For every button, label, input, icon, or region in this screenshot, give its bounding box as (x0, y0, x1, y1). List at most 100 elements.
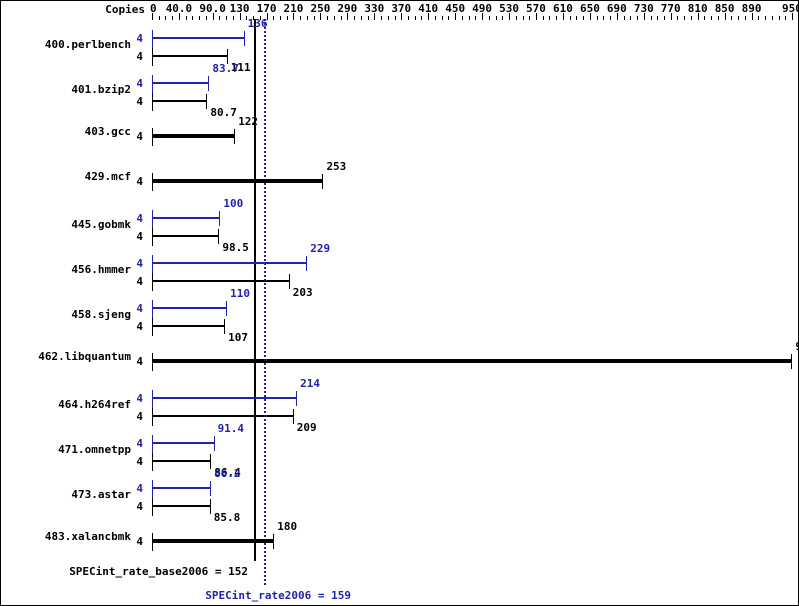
benchmark-row: 464.h264ref 4 214 4 209 (1, 377, 798, 434)
axis-major-tick (697, 13, 699, 20)
copies-value-peak: 4 (136, 302, 143, 315)
copies-value-base: 4 (136, 355, 143, 368)
copies-value-peak: 4 (136, 212, 143, 225)
axis-tick-label: 370 (391, 2, 412, 15)
bar-peak: 136 (152, 17, 798, 70)
bar-origin-cap (152, 300, 153, 318)
axis-major-tick (482, 13, 484, 20)
copies-value-base: 4 (136, 410, 143, 423)
axis-minor-tick (421, 16, 423, 20)
axis-minor-tick (738, 16, 740, 20)
axis-minor-tick (367, 16, 369, 20)
axis-minor-tick (529, 16, 531, 20)
bar-origin-cap (152, 228, 153, 246)
bar-base: 253 (152, 160, 798, 205)
axis-minor-tick (340, 16, 342, 20)
axis-minor-tick (199, 16, 201, 20)
axis-minor-tick (657, 16, 659, 20)
bar-peak: 86.2 (152, 467, 798, 520)
axis-tick-label: 690 (606, 2, 627, 15)
copies-value-base: 4 (136, 230, 143, 243)
axis-minor-tick (273, 16, 275, 20)
axis-minor-tick (771, 16, 773, 20)
axis-minor-tick (172, 16, 174, 20)
bar-end-cap (243, 31, 245, 46)
axis-minor-tick (596, 16, 598, 20)
bar-end-cap (208, 76, 210, 91)
bar-segment (152, 325, 225, 327)
bar-end-cap (234, 129, 236, 144)
axis-minor-tick (434, 16, 436, 20)
bar-value-label-base: 86.4 (214, 466, 241, 479)
bar-value-label-peak: 214 (300, 377, 321, 390)
axis-tick-label: 40.0 (165, 2, 193, 15)
benchmark-name-label: 456.hmmer (71, 263, 131, 276)
axis-minor-tick (306, 16, 308, 20)
axis-tick-label: 330 (364, 2, 385, 15)
bar-end-cap (206, 94, 208, 109)
copies-value-base: 4 (136, 175, 143, 188)
copies-value-peak: 4 (136, 482, 143, 495)
bar-end-cap (210, 481, 212, 496)
copies-value-base: 4 (136, 320, 143, 333)
copies-value-peak: 4 (136, 257, 143, 270)
axis-minor-tick (165, 16, 167, 20)
axis-minor-tick (360, 16, 362, 20)
bar-base: 85.8 (152, 475, 798, 524)
benchmark-row: 445.gobmk 4 100 4 98.5 (1, 197, 798, 254)
axis-minor-tick (279, 16, 281, 20)
copies-value-base: 4 (136, 275, 143, 288)
axis-minor-tick (192, 16, 194, 20)
axis-minor-tick (603, 16, 605, 20)
reference-line-base-mean (254, 19, 257, 561)
axis-minor-tick (313, 16, 315, 20)
axis-minor-tick (637, 16, 639, 20)
bar-end-cap (209, 499, 211, 514)
axis-minor-tick (414, 16, 416, 20)
axis-minor-tick (381, 16, 383, 20)
bar-end-cap (306, 256, 308, 271)
bar-end-cap (224, 319, 226, 334)
axis-minor-tick (158, 16, 160, 20)
axis-major-tick (239, 13, 241, 20)
copies-value-base: 4 (136, 500, 143, 513)
axis-major-tick (374, 13, 376, 20)
axis-major-tick (751, 13, 753, 20)
axis-minor-tick (765, 16, 767, 20)
copies-value-peak: 4 (136, 32, 143, 45)
benchmark-name-label: 483.xalancbmk (44, 530, 131, 543)
footer-base-result: SPECint_rate_base2006 = 152 (69, 565, 248, 578)
axis-tick-label: 490 (472, 2, 493, 15)
axis-minor-tick (569, 16, 571, 20)
axis-tick-label: 810 (687, 2, 708, 15)
benchmark-name-label: 445.gobmk (71, 218, 131, 231)
axis-minor-tick (488, 16, 490, 20)
copies-value-base: 4 (136, 130, 143, 143)
axis-minor-tick (684, 16, 686, 20)
axis-minor-tick (253, 16, 255, 20)
axis-minor-tick (711, 16, 713, 20)
axis-minor-tick (495, 16, 497, 20)
axis-minor-tick (259, 16, 261, 20)
bar-end-cap (292, 409, 294, 424)
axis-minor-tick (778, 16, 780, 20)
axis-minor-tick (327, 16, 329, 20)
axis-major-tick (724, 13, 726, 20)
axis-tick-label: 570 (526, 2, 546, 15)
bar-origin-cap (152, 480, 153, 498)
bar-base: 98.5 (152, 205, 798, 254)
copies-value-base: 4 (136, 455, 143, 468)
benchmark-row: 429.mcf 4 253 (1, 160, 798, 205)
bar-value-label-base: 80.7 (210, 106, 237, 119)
copies-value-base: 4 (136, 50, 143, 63)
axis-minor-tick (542, 16, 544, 20)
axis-minor-tick (677, 16, 679, 20)
axis-minor-tick (583, 16, 585, 20)
bar-base: 80.7 (152, 70, 798, 119)
benchmark-name-label: 429.mcf (84, 170, 131, 183)
axis-minor-tick (630, 16, 632, 20)
bar-segment (152, 262, 307, 264)
bar-peak: 110 (152, 287, 798, 340)
bar-origin-cap (152, 93, 153, 111)
bar-segment (152, 217, 220, 219)
